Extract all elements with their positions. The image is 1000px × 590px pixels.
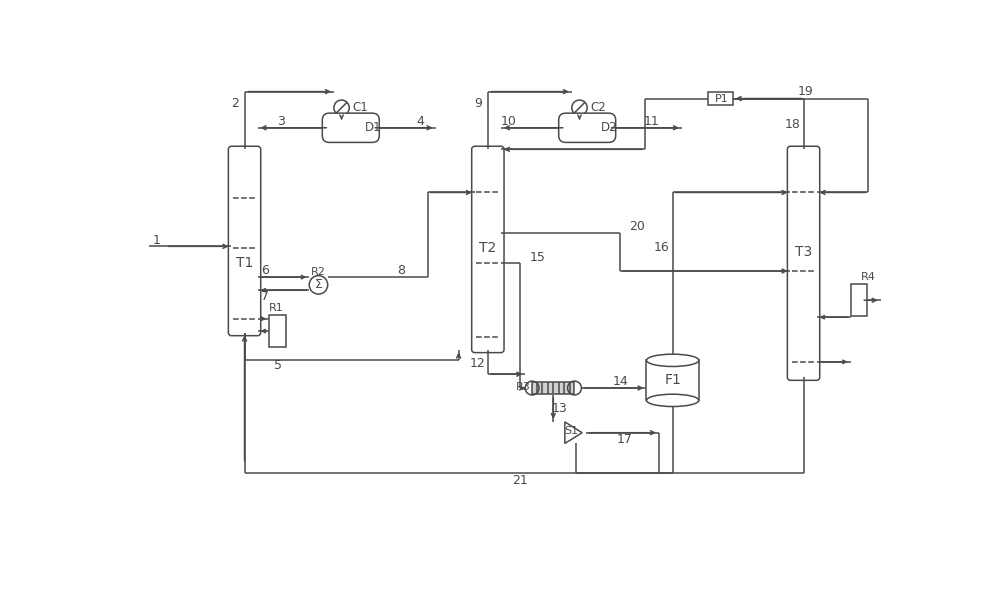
Text: 9: 9 [475,97,483,110]
Text: 13: 13 [552,402,567,415]
Bar [851,284,867,316]
Text: C2: C2 [590,101,606,114]
Text: T3: T3 [795,245,812,259]
Text: 10: 10 [501,115,517,128]
Text: 15: 15 [529,251,545,264]
Bar [708,91,733,106]
Text: 14: 14 [612,375,628,388]
Text: D2: D2 [601,122,618,135]
Polygon shape [565,422,582,444]
FancyBboxPatch shape [559,113,616,142]
Text: C1: C1 [352,101,368,114]
Text: 20: 20 [629,220,645,233]
Bar [269,315,286,348]
Text: S1: S1 [564,426,578,436]
Text: 7: 7 [261,290,269,303]
Text: R4: R4 [861,272,875,282]
Text: T2: T2 [479,241,496,255]
FancyBboxPatch shape [472,146,504,353]
Text: 1: 1 [153,234,161,247]
Text: P1: P1 [715,94,729,103]
Ellipse shape [646,394,699,407]
Text: 19: 19 [797,85,813,98]
FancyBboxPatch shape [787,146,820,381]
Text: 18: 18 [785,118,801,131]
Text: 6: 6 [261,264,269,277]
Text: F1: F1 [664,373,681,388]
Text: T1: T1 [236,256,253,270]
FancyBboxPatch shape [322,113,379,142]
Bar [532,382,574,394]
Text: 2: 2 [231,97,239,110]
Text: R3: R3 [516,382,530,392]
Text: 16: 16 [654,241,670,254]
Bar [646,360,699,401]
Text: 8: 8 [397,264,405,277]
Text: Σ: Σ [315,278,322,291]
Text: 3: 3 [277,115,285,128]
Text: R1: R1 [269,303,283,313]
Text: D1: D1 [365,122,381,135]
Text: 5: 5 [274,359,282,372]
Text: 4: 4 [416,115,424,128]
Text: 12: 12 [469,357,485,370]
FancyBboxPatch shape [228,146,261,336]
Text: R2: R2 [311,267,326,277]
Text: 11: 11 [643,115,659,128]
Text: 21: 21 [512,474,528,487]
Ellipse shape [646,354,699,366]
Text: 17: 17 [616,433,632,446]
